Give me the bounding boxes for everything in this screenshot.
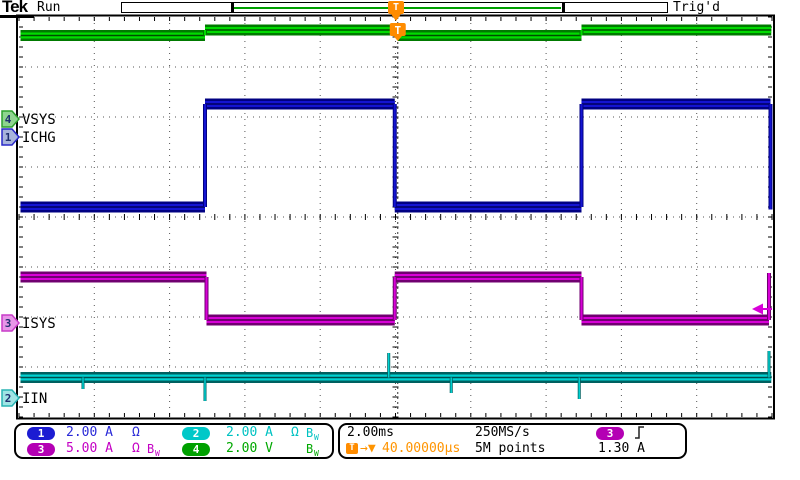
ch2-bw-limit: B — [306, 426, 314, 440]
tek-logo-underline — [0, 15, 34, 18]
trace-label-iin: IIN — [22, 391, 47, 407]
trigger-position-flag: T — [388, 1, 404, 14]
trigger-point-marker-tip — [392, 35, 403, 41]
record-window-left-bracket — [231, 3, 234, 12]
trigger-point-marker — [389, 23, 406, 36]
channel-3-badge: 3 — [27, 443, 55, 456]
channel-1-position-marker — [1, 128, 20, 146]
trigger-point-marker-label: T — [394, 24, 401, 37]
sample-rate: 250MS/s — [475, 425, 530, 440]
trigger-delay-t-icon: T — [346, 443, 358, 454]
ch4-scale: 2.00 V — [226, 441, 273, 456]
ch3-bw-sub: W — [155, 449, 160, 458]
ch3-scale: 5.00 A — [66, 441, 113, 456]
channel-3-position-marker — [1, 314, 20, 332]
ch2-bw-sub: W — [314, 433, 319, 442]
trigger-status: Trig'd — [673, 0, 720, 15]
trigger-level-value: 1.30 A — [598, 441, 645, 456]
channel-readout-box — [14, 423, 334, 459]
channel-1-badge: 1 — [27, 427, 55, 440]
trace-label-ichg: ICHG — [22, 130, 56, 146]
timebase-scale: 2.00ms — [347, 425, 394, 440]
trigger-delay-arrows-icon: →▼ — [360, 441, 376, 456]
ch2-scale: 2.00 A — [226, 425, 273, 440]
tek-logo: Tek — [2, 0, 28, 16]
channel-2-badge: 2 — [182, 427, 210, 440]
channel-1-position-number: 1 — [5, 131, 12, 144]
trace-label-vsys: VSYS — [22, 112, 56, 128]
acquisition-status: Run — [37, 0, 61, 15]
channel-2-position-marker — [1, 389, 20, 407]
channel-2-position-number: 2 — [5, 392, 12, 405]
record-length: 5M points — [475, 441, 546, 456]
ch3-bw-limit: B — [147, 442, 155, 456]
horizontal-trigger-readout-box — [338, 423, 687, 459]
ch4-bw-limit: B — [306, 442, 314, 456]
trigger-level-arrow — [752, 303, 763, 315]
channel-4-position-marker — [1, 110, 20, 128]
trigger-delay-value: 40.00000µs — [382, 441, 461, 456]
trace-label-isys: ISYS — [22, 316, 56, 332]
ch2-coupling: Ω — [291, 425, 299, 440]
record-window-right-bracket — [562, 3, 565, 12]
ch1-coupling: Ω — [132, 425, 140, 440]
ch3-coupling: Ω — [132, 441, 140, 456]
ch1-scale: 2.00 A — [66, 425, 113, 440]
trigger-position-arrow-icon — [391, 14, 401, 21]
trigger-source-badge: 3 — [596, 427, 624, 440]
channel-4-badge: 4 — [182, 443, 210, 456]
ch4-bw-sub: W — [314, 449, 319, 458]
channel-4-position-number: 4 — [5, 113, 12, 126]
channel-3-position-number: 3 — [5, 317, 12, 330]
trigger-slope-rising-icon — [635, 426, 644, 439]
